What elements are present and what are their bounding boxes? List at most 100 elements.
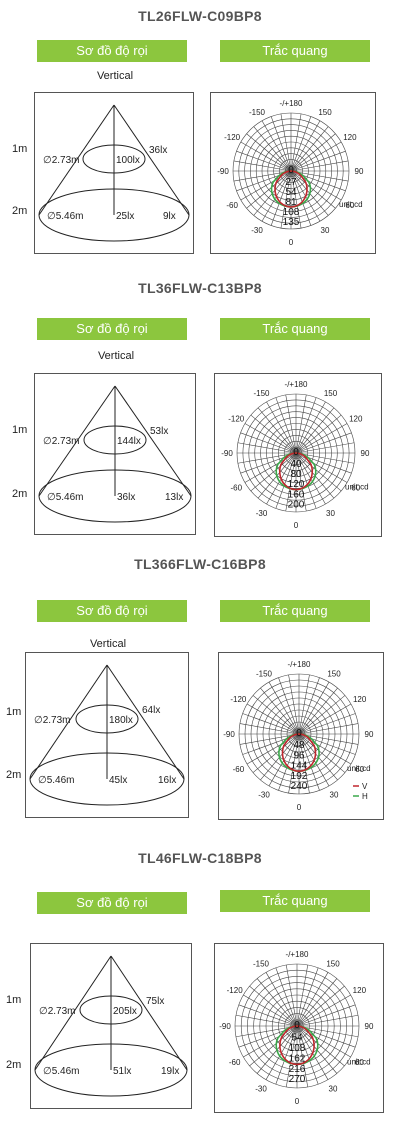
polar-grid <box>236 393 356 513</box>
edge-lux-1m: 75lx <box>146 996 164 1007</box>
polar-angle-label: -90 <box>219 1022 231 1031</box>
polar-angle-label: -90 <box>221 449 233 458</box>
polar-angle-label: 30 <box>330 791 339 800</box>
polar-angle-label: 120 <box>353 695 367 704</box>
polar-angle-label: 150 <box>326 960 340 969</box>
product-title: TL366FLW-C16BP8 <box>134 556 266 572</box>
ring-value-label: 0 <box>293 447 299 458</box>
ring-value-label: 0 <box>294 1020 300 1031</box>
polar-angle-label: 90 <box>365 730 374 739</box>
center-lux-1m: 180lx <box>109 715 133 726</box>
illuminance-cone-diagram: ∅2.73m 180lx 64lx ∅5.46m 45lx 16lx <box>25 652 189 818</box>
polar-angle-label: -30 <box>251 226 263 235</box>
edge-lux-2m: 13lx <box>165 492 183 503</box>
light-circle-1m <box>79 995 143 1025</box>
diameter-1m-label: ∅2.73m <box>34 715 71 726</box>
polar-angle-label: 120 <box>343 133 357 142</box>
ring-value-label: 54 <box>285 187 297 198</box>
tab-photometric[interactable]: Trắc quang <box>220 40 370 62</box>
polar-angle-label: -90 <box>217 167 229 176</box>
polar-angle-label: 120 <box>353 986 367 995</box>
polar-angle-label: -120 <box>227 986 244 995</box>
polar-grid <box>234 963 360 1089</box>
polar-angle-label: -120 <box>224 133 241 142</box>
polar-angle-label: -60 <box>230 484 242 493</box>
tab-photometric[interactable]: Trắc quang <box>220 600 370 622</box>
diameter-2m-label: ∅5.46m <box>47 492 84 503</box>
curve-v <box>274 170 308 208</box>
product-title: TL26FLW-C09BP8 <box>138 8 262 24</box>
polar-angle-label: 30 <box>329 1084 338 1093</box>
edge-lux-1m: 53lx <box>150 426 168 437</box>
polar-angle-label: 0 <box>295 1097 300 1106</box>
diameter-2m-label: ∅5.46m <box>47 211 84 222</box>
ring-value-label: 54 <box>291 1032 303 1043</box>
polar-angle-label: 150 <box>318 108 332 117</box>
light-circle-1m <box>83 425 147 455</box>
light-circle-2m <box>34 1043 188 1097</box>
vertical-label: Vertical <box>97 350 135 362</box>
tab-illuminance-diagram[interactable]: Sơ đồ độ rọi <box>37 600 187 622</box>
ring-value-label: 192 <box>291 771 308 782</box>
legend-h-label: H <box>362 792 368 801</box>
edge-lux-2m: 9lx <box>163 211 176 222</box>
photometric-polar-diagram: -/+180 -150 150 -120 120 -90 90 -60 60 -30 30 0 unit… <box>218 652 384 820</box>
tab-photometric[interactable]: Trắc quang <box>220 318 370 340</box>
tab-illuminance-diagram[interactable]: Sơ đồ độ rọi <box>37 892 187 914</box>
product-section-2: TL36FLW-C13BP8 Sơ đồ độ rọi Trắc quang V… <box>0 270 400 550</box>
polar-angle-label: 0 <box>294 521 299 530</box>
center-lux-2m: 45lx <box>109 775 127 786</box>
ring-value-label: 96 <box>293 750 305 761</box>
product-section-1: TL26FLW-C09BP8 Sơ đồ độ rọi Trắc quang V… <box>0 0 400 270</box>
center-lux-2m: 25lx <box>116 211 134 222</box>
product-section-4: TL46FLW-C18BP8 Sơ đồ độ rọi Trắc quang 1… <box>0 840 400 1127</box>
center-lux-2m: 36lx <box>117 492 135 503</box>
illuminance-cone-diagram: ∅2.73m 100lx 36lx ∅5.46m 25lx 9lx <box>34 92 194 254</box>
diameter-1m-label: ∅2.73m <box>39 1006 76 1017</box>
polar-angle-label: 90 <box>365 1022 374 1031</box>
light-circle-2m <box>38 469 192 523</box>
ring-value-label: 0 <box>296 728 302 739</box>
photometric-polar-diagram: -/+180 -150 150 -120 120 -90 90 -60 60 -30 30 0 unit… <box>214 943 384 1113</box>
distance-2m-label: 2m <box>6 769 22 781</box>
diameter-1m-label: ∅2.73m <box>43 155 80 166</box>
cone-edge-left <box>38 385 116 497</box>
polar-angle-label: -90 <box>223 730 235 739</box>
polar-angle-label: -/+180 <box>280 99 303 108</box>
ring-value-label: 0 <box>288 165 294 176</box>
illuminance-cone-diagram: ∅2.73m 205lx 75lx ∅5.46m 51lx 19lx <box>30 943 192 1109</box>
polar-angle-label: -60 <box>229 1058 241 1067</box>
tab-illuminance-diagram[interactable]: Sơ đồ độ rọi <box>37 40 187 62</box>
polar-grid <box>232 112 350 230</box>
ring-value-label: 81 <box>285 197 297 208</box>
polar-angle-label: 120 <box>349 415 363 424</box>
light-circle-2m <box>29 752 185 806</box>
tab-photometric[interactable]: Trắc quang <box>220 890 370 912</box>
polar-angle-label: 60 <box>351 484 360 493</box>
ring-value-label: 120 <box>288 479 305 490</box>
legend-v-label: V <box>362 782 368 791</box>
center-lux-1m: 100lx <box>116 155 140 166</box>
curve-v <box>278 452 314 491</box>
ring-value-label: 270 <box>289 1074 306 1085</box>
cone-edge-left <box>38 104 115 216</box>
light-circle-1m <box>75 704 139 734</box>
polar-angle-label: -150 <box>256 669 273 678</box>
center-lux-1m: 144lx <box>117 436 141 447</box>
polar-angle-label: -/+180 <box>285 380 308 389</box>
polar-angle-label: 0 <box>297 803 302 812</box>
unit-label: unit:cd <box>339 200 363 209</box>
vertical-label: Vertical <box>89 638 127 650</box>
illuminance-cone-diagram: ∅2.73m 144lx 53lx ∅5.46m 36lx 13lx <box>34 373 196 535</box>
polar-angle-label: -30 <box>255 1084 267 1093</box>
distance-1m-label: 1m <box>6 706 22 718</box>
cone-edge-right <box>113 104 190 216</box>
ring-value-label: 80 <box>290 469 302 480</box>
tab-illuminance-diagram[interactable]: Sơ đồ độ rọi <box>37 318 187 340</box>
polar-angle-label: -30 <box>256 509 268 518</box>
polar-angle-label: 60 <box>355 765 364 774</box>
polar-angle-label: -120 <box>230 695 247 704</box>
ring-value-label: 200 <box>288 499 305 510</box>
photometric-polar-diagram: -/+180 -150 150 -120 120 -90 90 -60 60 -30 30 0 unit… <box>210 92 376 254</box>
unit-label: unit:cd <box>347 1057 371 1066</box>
